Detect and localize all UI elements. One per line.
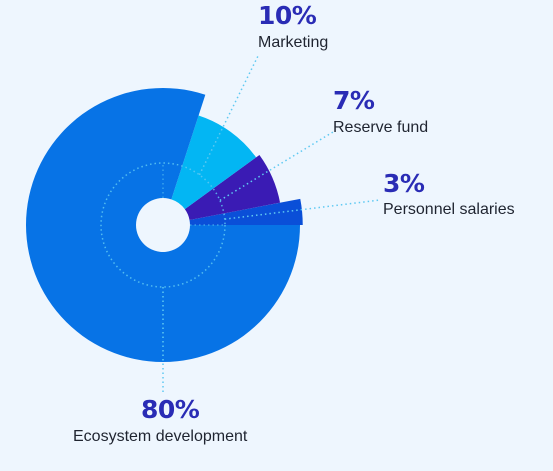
slice-percent-label: 3% <box>383 169 425 198</box>
pie-slice-marketing <box>171 115 257 210</box>
dotted-guide-ring <box>100 162 226 288</box>
pie-slice-ecosystem-development <box>25 88 300 362</box>
slice-category-label: Reserve fund <box>333 119 429 136</box>
slice-category-label: Ecosystem development <box>73 428 248 445</box>
slice-category-label: Personnel salaries <box>383 201 515 218</box>
slice-category-label: Marketing <box>258 34 329 51</box>
pie-slice-reserve-fund <box>184 154 281 220</box>
slice-percent-label: 7% <box>333 86 375 115</box>
pie-slice-personnel-salaries <box>189 198 303 225</box>
slice-percent-label: 80% <box>141 395 200 424</box>
slice-percent-label: 10% <box>258 1 317 30</box>
